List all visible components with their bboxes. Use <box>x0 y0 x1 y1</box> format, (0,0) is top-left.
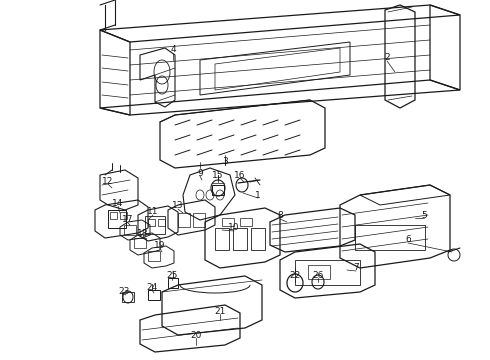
Bar <box>233 228 247 250</box>
Text: 5: 5 <box>421 211 427 220</box>
Bar <box>212 185 224 195</box>
Text: 16: 16 <box>234 171 246 180</box>
Text: 15: 15 <box>212 171 224 180</box>
Text: 4: 4 <box>170 45 176 54</box>
Bar <box>251 228 265 250</box>
Bar <box>124 225 136 235</box>
Text: 3: 3 <box>222 158 228 166</box>
Bar <box>145 216 165 234</box>
Text: 2: 2 <box>384 54 390 63</box>
Bar <box>240 218 252 226</box>
Bar <box>308 265 330 279</box>
Bar <box>295 260 360 285</box>
Text: 21: 21 <box>214 306 226 315</box>
Bar <box>222 218 234 226</box>
Text: 26: 26 <box>312 270 324 279</box>
Text: 18: 18 <box>137 229 149 238</box>
Bar <box>134 238 146 248</box>
Bar <box>168 278 178 288</box>
Bar <box>148 219 155 226</box>
Bar <box>193 213 205 227</box>
Bar <box>148 251 160 261</box>
Text: 23: 23 <box>118 287 130 296</box>
Text: 13: 13 <box>172 202 184 211</box>
Text: 9: 9 <box>197 168 203 177</box>
Text: 24: 24 <box>147 283 158 292</box>
Bar <box>148 290 160 300</box>
Text: 7: 7 <box>353 264 359 273</box>
Bar <box>215 228 229 250</box>
Text: 10: 10 <box>228 224 240 233</box>
Bar <box>110 212 117 219</box>
Text: 19: 19 <box>154 240 166 249</box>
Text: 11: 11 <box>147 207 159 216</box>
Text: 17: 17 <box>122 216 134 225</box>
Bar <box>355 225 425 250</box>
Text: 12: 12 <box>102 176 114 185</box>
Text: 14: 14 <box>112 198 123 207</box>
Bar <box>158 219 165 226</box>
Bar <box>122 292 134 302</box>
Text: 20: 20 <box>190 330 202 339</box>
Text: 25: 25 <box>166 270 178 279</box>
Bar <box>178 213 190 227</box>
Text: 22: 22 <box>290 271 301 280</box>
Text: 6: 6 <box>405 235 411 244</box>
Text: 8: 8 <box>277 211 283 220</box>
Bar <box>108 210 126 228</box>
Bar <box>120 212 127 219</box>
Text: 1: 1 <box>255 190 261 199</box>
